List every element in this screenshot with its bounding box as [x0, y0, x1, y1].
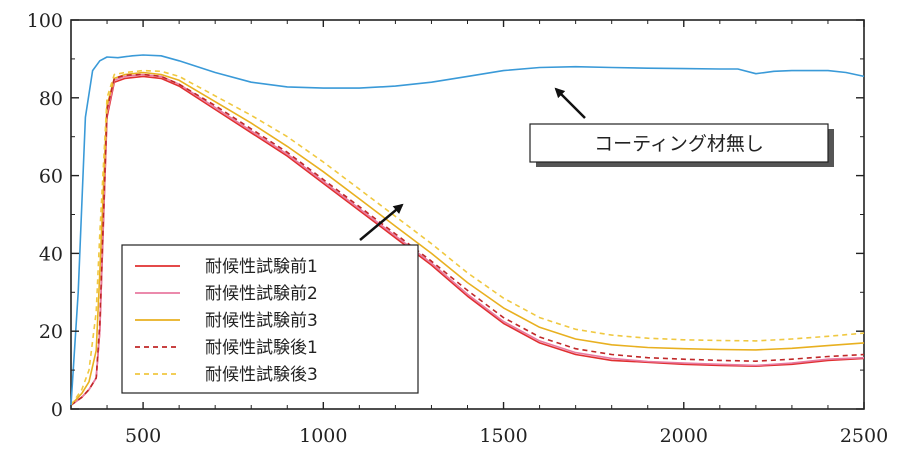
- annotation-arrow-blue: [554, 87, 586, 119]
- series-line-5: [70, 69, 865, 406]
- y-tick-label: 100: [27, 10, 63, 32]
- legend: 耐候性試験前1 耐候性試験前2 耐候性試験前3 耐候性試験後1 耐候性試験後3: [121, 244, 419, 394]
- y-tick-label: 0: [51, 399, 63, 421]
- series-line-4: [70, 73, 865, 406]
- annotation-label: コーティング材無し: [594, 133, 764, 155]
- legend-box: [121, 244, 419, 394]
- legend-label: 耐候性試験前2: [205, 284, 318, 304]
- annotation-arrow-series: [359, 203, 404, 241]
- y-tick-label: 80: [39, 88, 63, 110]
- ticks-layer: 500 1000 1500 2000 2500 0 20 40 60 80 100: [27, 10, 888, 447]
- legend-label: 耐候性試験前3: [205, 311, 318, 331]
- y-tick-label: 40: [39, 243, 63, 265]
- series-line-6: [70, 54, 865, 406]
- x-tick-label: 2500: [840, 425, 888, 447]
- annotation: コーティング材無し: [359, 87, 834, 241]
- legend-label: 耐候性試験後1: [205, 338, 318, 358]
- series-layer: [70, 54, 865, 406]
- y-tick-label: 20: [39, 321, 63, 343]
- legend-label: 耐候性試験前1: [205, 257, 318, 277]
- x-tick-label: 2000: [660, 425, 708, 447]
- y-tick-label: 60: [39, 166, 63, 188]
- x-tick-label: 1000: [299, 425, 347, 447]
- legend-label: 耐候性試験後3: [205, 365, 318, 385]
- x-tick-label: 1500: [479, 425, 527, 447]
- x-tick-label: 500: [125, 425, 161, 447]
- annotation-box: [529, 123, 829, 163]
